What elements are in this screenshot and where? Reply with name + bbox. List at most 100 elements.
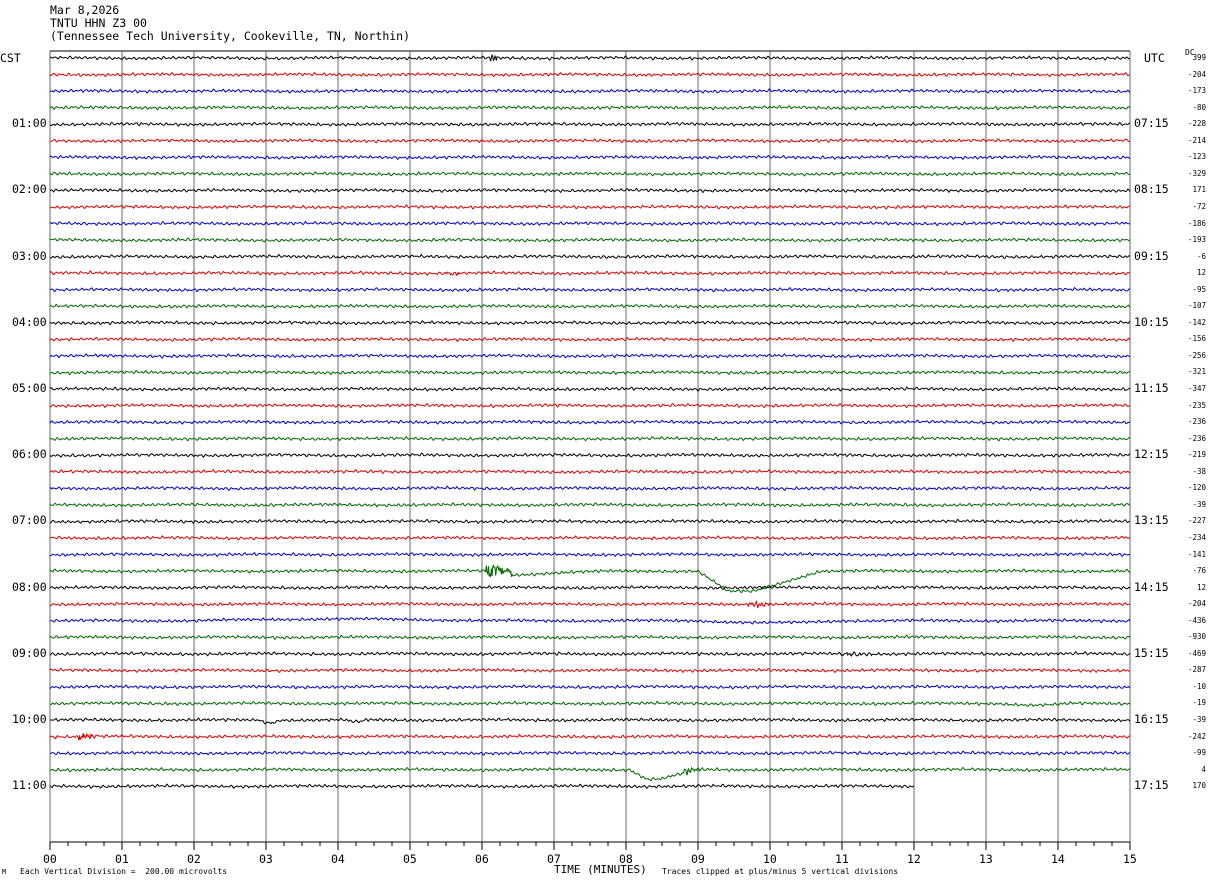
x-tick-label: 14	[1051, 852, 1065, 866]
dc-offset-label: 171	[1192, 185, 1206, 195]
trace-row-2	[49, 88, 1131, 94]
utc-hour-label: 07:15	[1134, 116, 1169, 131]
dc-offset-label: -141	[1187, 549, 1206, 559]
trace-row-36	[49, 651, 1131, 657]
trace-row-24	[49, 452, 1131, 459]
dc-offset-label: -469	[1187, 648, 1206, 658]
trace-row-16	[49, 320, 1131, 326]
x-tick-label: 01	[115, 852, 129, 866]
dc-offset-label: -242	[1187, 731, 1206, 741]
trace-row-37	[49, 667, 1131, 673]
trace-row-22	[49, 419, 1131, 425]
dc-offset-label: -156	[1187, 334, 1206, 344]
dc-offset-label: -236	[1187, 433, 1206, 443]
trace-row-28	[49, 518, 1131, 524]
dc-offset-label: -142	[1187, 317, 1206, 327]
dc-offset-label: -80	[1192, 102, 1206, 112]
trace-row-21	[49, 402, 1131, 409]
trace-row-29	[49, 535, 1131, 541]
trace-row-7	[49, 171, 1131, 177]
x-tick-label: 00	[43, 852, 57, 866]
x-tick-label: 04	[331, 852, 345, 866]
x-tick-label: 15	[1123, 852, 1137, 866]
dc-offset-label: -227	[1187, 516, 1206, 526]
x-tick-label: 11	[835, 852, 849, 866]
utc-hour-label: 10:15	[1134, 314, 1169, 329]
dc-offset-label: -39	[1192, 715, 1206, 724]
dc-offset-label: -38	[1192, 466, 1206, 476]
dc-offset-label: -173	[1187, 86, 1206, 96]
dc-offset-label: -107	[1187, 301, 1206, 311]
x-axis-title: TIME (MINUTES)	[554, 863, 647, 876]
cst-hour-label: 02:00	[12, 182, 47, 197]
cst-hour-label: 05:00	[12, 381, 47, 395]
utc-hour-label: 08:15	[1134, 182, 1169, 197]
dc-offset-header: DC	[1185, 48, 1195, 57]
trace-row-20	[49, 386, 1131, 392]
dc-offset-label: -204	[1187, 599, 1206, 609]
x-tick-label: 03	[259, 852, 273, 866]
trace-row-8	[49, 187, 1131, 194]
dc-offset-label: -930	[1187, 632, 1206, 642]
dc-offset-label: -256	[1187, 350, 1206, 360]
dc-offset-label: -214	[1187, 135, 1206, 145]
trace-row-34	[49, 616, 1131, 625]
dc-offset-label: -228	[1187, 119, 1206, 129]
cst-hour-label: 03:00	[12, 248, 47, 263]
trace-row-23	[49, 435, 1131, 442]
trace-row-35	[49, 634, 1131, 641]
trace-row-14	[49, 286, 1131, 293]
x-tick-label: 13	[979, 852, 993, 866]
corner-mark: M	[2, 868, 7, 876]
trace-row-0	[49, 54, 1131, 62]
dc-offset-label: -193	[1187, 235, 1206, 245]
trace-row-5	[49, 138, 1131, 144]
trace-row-12	[49, 253, 1131, 260]
trace-row-31	[49, 564, 1131, 594]
dc-offset-label: -321	[1187, 367, 1206, 377]
cst-hour-label: 08:00	[12, 579, 47, 594]
dc-offset-label: -234	[1187, 532, 1206, 542]
dc-offset-label: -219	[1187, 450, 1206, 460]
trace-row-11	[49, 237, 1131, 243]
dc-offset-label: -19	[1192, 698, 1206, 708]
dc-offset-label: -236	[1187, 417, 1206, 427]
trace-row-19	[49, 369, 1131, 376]
dc-offset-label: -120	[1187, 483, 1206, 493]
trace-row-25	[49, 469, 1131, 475]
x-tick-label: 09	[691, 852, 705, 866]
utc-hour-label: 09:15	[1134, 248, 1169, 263]
dc-offset-label: -329	[1187, 168, 1206, 178]
dc-offset-label: -39	[1192, 499, 1206, 509]
cst-hour-label: 06:00	[12, 447, 47, 462]
trace-row-39	[49, 700, 1131, 707]
dc-offset-label: 12	[1196, 268, 1206, 278]
cst-hour-label: 09:00	[12, 645, 47, 660]
trace-row-3	[49, 104, 1131, 111]
dc-offset-label: 399	[1192, 53, 1206, 62]
dc-offset-label: -287	[1187, 665, 1206, 675]
x-tick-label: 12	[907, 852, 921, 866]
header: Mar 8,2026 TNTU HHN Z3 00 (Tennessee Tech …	[50, 4, 410, 43]
x-tick-label: 08	[619, 852, 633, 866]
dc-offset-label: -72	[1192, 201, 1206, 211]
utc-hour-label: 16:15	[1134, 712, 1169, 726]
x-tick-label: 02	[187, 852, 201, 866]
utc-hour-label: 17:15	[1134, 778, 1169, 793]
trace-row-30	[49, 551, 1130, 558]
trace-row-6	[49, 154, 1131, 161]
dc-offset-label: -186	[1187, 218, 1206, 228]
station-location: (Tennessee Tech University, Cookeville, …	[50, 29, 411, 43]
clip-note: Traces clipped at plus/minus 5 vertical …	[662, 867, 899, 876]
dc-offset-label: -95	[1192, 284, 1206, 294]
trace-row-40	[49, 717, 1131, 725]
right-timezone-label: UTC	[1144, 51, 1165, 65]
dc-offset-label: 170	[1192, 781, 1206, 791]
x-tick-label: 05	[403, 852, 417, 866]
trace-row-32	[49, 584, 1131, 591]
trace-row-27	[49, 502, 1131, 508]
trace-row-1	[49, 71, 1131, 78]
dc-offset-label: -436	[1187, 615, 1206, 625]
trace-row-42	[49, 750, 1131, 757]
